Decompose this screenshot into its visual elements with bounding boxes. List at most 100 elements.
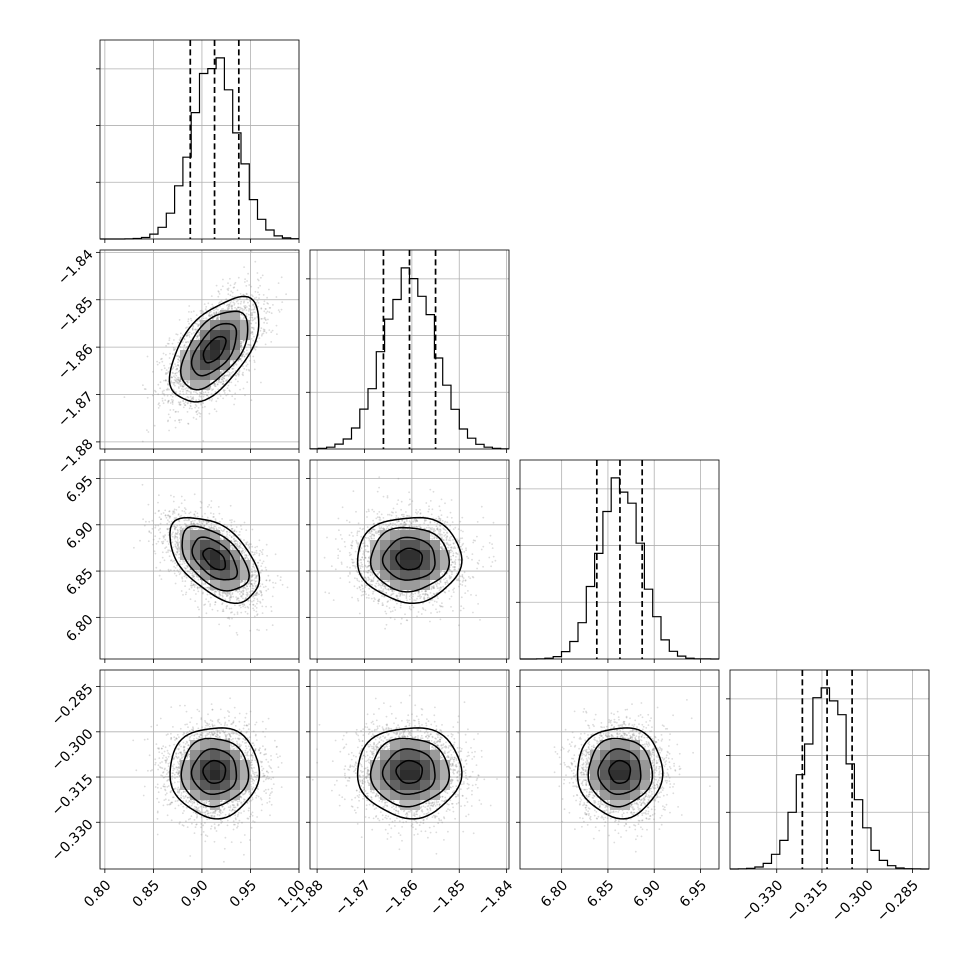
scatter-point — [252, 311, 255, 314]
scatter-point — [221, 530, 224, 533]
scatter-point — [152, 538, 155, 541]
scatter-point — [206, 520, 209, 523]
scatter-point — [226, 393, 229, 396]
scatter-point — [221, 595, 224, 598]
scatter-point — [237, 359, 240, 362]
scatter-point — [242, 387, 245, 390]
scatter-point — [242, 593, 245, 596]
scatter-point — [196, 328, 199, 331]
scatter-point — [215, 312, 218, 315]
scatter-point — [192, 397, 194, 400]
scatter-point — [223, 389, 226, 392]
scatter-point — [158, 574, 161, 577]
scatter-point — [217, 295, 220, 298]
scatter-point — [233, 403, 236, 406]
scatter-point — [226, 592, 229, 595]
scatter-point — [217, 317, 220, 320]
scatter-point — [214, 590, 217, 593]
scatter-point — [229, 519, 232, 522]
scatter-point — [206, 522, 208, 525]
scatter-point — [191, 584, 194, 587]
scatter-point — [185, 392, 188, 394]
scatter-point — [210, 500, 213, 502]
scatter-point — [220, 308, 223, 310]
scatter-point — [270, 312, 273, 315]
scatter-point — [242, 550, 244, 552]
scatter-point — [209, 387, 212, 390]
scatter-point — [253, 597, 256, 600]
scatter-point — [192, 324, 195, 327]
scatter-point — [142, 518, 145, 521]
scatter-point — [184, 526, 187, 528]
scatter-point — [174, 540, 177, 543]
scatter-point — [235, 300, 238, 303]
scatter-point — [184, 401, 187, 403]
scatter-point — [181, 384, 183, 386]
scatter-point — [232, 534, 235, 537]
scatter-point — [239, 358, 242, 361]
scatter-point — [221, 371, 223, 374]
scatter-point — [192, 520, 194, 522]
scatter-point — [185, 334, 188, 337]
scatter-point — [229, 294, 232, 297]
scatter-point — [192, 522, 195, 525]
scatter-point — [157, 510, 160, 513]
scatter-point — [245, 597, 247, 599]
scatter-point — [229, 301, 232, 304]
scatter-point — [232, 367, 235, 370]
scatter-point — [260, 591, 263, 594]
scatter-point — [268, 288, 270, 291]
scatter-point — [195, 411, 198, 413]
scatter-point — [209, 528, 212, 530]
scatter-point — [176, 569, 179, 572]
scatter-point — [243, 355, 246, 358]
scatter-point — [159, 569, 162, 571]
scatter-point — [213, 313, 216, 316]
scatter-point — [234, 378, 237, 381]
scatter-point — [181, 528, 184, 530]
scatter-point — [219, 371, 222, 373]
scatter-point — [226, 374, 229, 377]
scatter-point — [157, 407, 160, 409]
scatter-point — [259, 549, 262, 552]
scatter-point — [174, 372, 177, 375]
scatter-point — [229, 598, 232, 601]
scatter-point — [244, 281, 246, 283]
scatter-point — [255, 296, 258, 299]
scatter-point — [237, 545, 240, 548]
scatter-point — [165, 373, 168, 375]
scatter-point — [193, 578, 196, 580]
scatter-point — [227, 289, 230, 292]
scatter-point — [183, 575, 186, 578]
scatter-point — [161, 357, 163, 360]
scatter-point — [186, 389, 189, 392]
scatter-point — [185, 347, 187, 350]
density-cell — [220, 330, 230, 340]
scatter-point — [168, 339, 171, 342]
scatter-point — [253, 359, 256, 362]
scatter-point — [261, 569, 263, 571]
scatter-point — [218, 293, 221, 295]
scatter-point — [252, 574, 254, 577]
scatter-point — [286, 586, 289, 589]
scatter-point — [176, 378, 179, 381]
scatter-point — [204, 391, 207, 394]
scatter-point — [213, 527, 215, 530]
scatter-point — [157, 540, 160, 543]
scatter-point — [192, 583, 195, 586]
scatter-point — [208, 504, 211, 506]
scatter-point — [178, 573, 181, 576]
scatter-point — [210, 512, 212, 514]
scatter-point — [154, 535, 157, 538]
scatter-point — [225, 298, 228, 301]
scatter-point — [175, 533, 177, 535]
scatter-point — [216, 383, 219, 386]
scatter-point — [177, 544, 179, 547]
scatter-point — [199, 415, 201, 418]
scatter-point — [210, 393, 213, 395]
scatter-point — [190, 586, 193, 589]
scatter-point — [250, 568, 253, 570]
scatter-point — [249, 300, 251, 302]
scatter-point — [177, 548, 179, 551]
scatter-point — [193, 493, 196, 496]
